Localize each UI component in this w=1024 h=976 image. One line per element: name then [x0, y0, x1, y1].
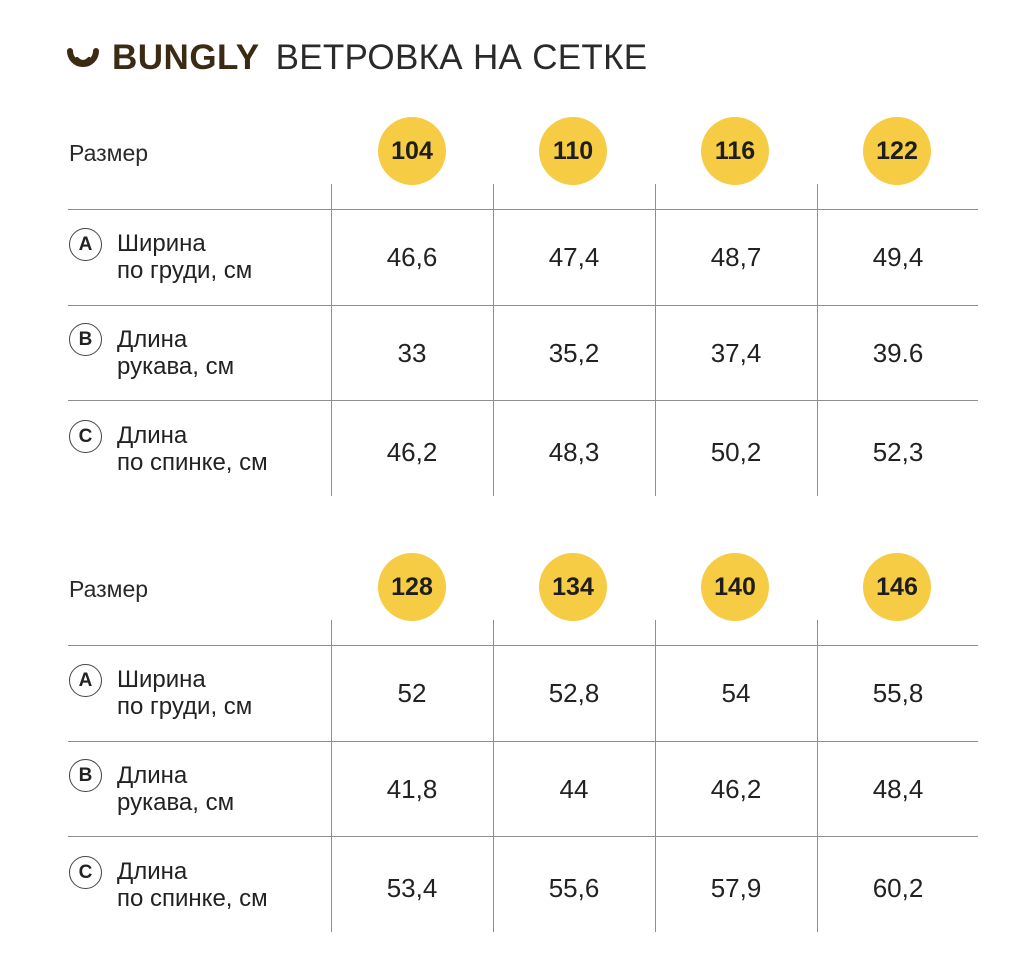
row-letter-badge: C — [69, 856, 102, 889]
row-divider — [68, 209, 978, 210]
measurement-cell: 48,4 — [872, 774, 924, 804]
measurement-cell: 48,3 — [548, 437, 600, 467]
parameter-line2: по груди, см — [117, 257, 253, 284]
parameter-label: Ширина по груди, см — [117, 230, 252, 284]
parameter-line2: по груди, см — [117, 693, 253, 720]
measurement-cell: 33 — [397, 338, 427, 368]
column-divider — [331, 620, 332, 932]
row-letter-badge: A — [69, 228, 102, 261]
brand-name: BUNGLY — [112, 38, 260, 77]
row-divider — [68, 645, 978, 646]
measurement-cell: 46,2 — [710, 774, 762, 804]
measurement-cell: 47,4 — [548, 242, 600, 272]
parameter-label: Ширина по груди, см — [117, 666, 252, 720]
measurement-cell: 54 — [721, 678, 751, 708]
column-divider — [655, 620, 656, 932]
column-divider — [817, 184, 818, 496]
measurement-cell: 49,4 — [872, 242, 924, 272]
smile-cup-icon — [67, 48, 99, 67]
size-badge: 122 — [863, 117, 931, 185]
measurement-cell: 39.6 — [872, 338, 924, 368]
measurement-cell: 55,6 — [548, 873, 600, 903]
parameter-label: Длина по спинке, см — [117, 422, 268, 476]
row-letter-badge: B — [69, 323, 102, 356]
size-badge: 104 — [378, 117, 446, 185]
size-badge: 140 — [701, 553, 769, 621]
measurement-cell: 52,3 — [872, 437, 924, 467]
row-divider — [68, 305, 978, 306]
column-divider — [493, 620, 494, 932]
measurement-cell: 53,4 — [386, 873, 438, 903]
parameter-label: Длина рукава, см — [117, 326, 234, 380]
parameter-line1: Ширина — [117, 230, 206, 257]
parameter-line1: Длина — [117, 858, 188, 885]
measurement-cell: 60,2 — [872, 873, 924, 903]
size-badge: 146 — [863, 553, 931, 621]
measurement-cell: 44 — [559, 774, 589, 804]
measurement-cell: 35,2 — [548, 338, 600, 368]
size-label: Размер — [69, 576, 149, 602]
column-divider — [655, 184, 656, 496]
measurement-cell: 52 — [397, 678, 427, 708]
row-divider — [68, 400, 978, 401]
row-letter-badge: B — [69, 759, 102, 792]
column-divider — [493, 184, 494, 496]
row-letter-badge: A — [69, 664, 102, 697]
column-divider — [817, 620, 818, 932]
measurement-cell: 46,6 — [386, 242, 438, 272]
row-divider — [68, 836, 978, 837]
size-badge: 110 — [539, 117, 607, 185]
parameter-line1: Длина — [117, 762, 188, 789]
size-label: Размер — [69, 140, 149, 166]
measurement-cell: 55,8 — [872, 678, 924, 708]
parameter-label: Длина рукава, см — [117, 762, 234, 816]
parameter-line1: Ширина — [117, 666, 206, 693]
measurement-cell: 41,8 — [386, 774, 438, 804]
page-title: ВЕТРОВКА НА СЕТКЕ — [275, 38, 648, 77]
measurement-cell: 50,2 — [710, 437, 762, 467]
parameter-line1: Длина — [117, 422, 188, 449]
measurement-cell: 37,4 — [710, 338, 762, 368]
parameter-line2: рукава, см — [117, 789, 235, 816]
row-letter-badge: C — [69, 420, 102, 453]
parameter-label: Длина по спинке, см — [117, 858, 268, 912]
parameter-line2: рукава, см — [117, 353, 235, 380]
column-divider — [331, 184, 332, 496]
size-badge: 134 — [539, 553, 607, 621]
row-divider — [68, 741, 978, 742]
parameter-line2: по спинке, см — [117, 885, 268, 912]
parameter-line1: Длина — [117, 326, 188, 353]
size-badge: 116 — [701, 117, 769, 185]
page-header: BUNGLY ВЕТРОВКА НА СЕТКЕ — [66, 32, 647, 84]
parameter-line2: по спинке, см — [117, 449, 268, 476]
measurement-cell: 52,8 — [548, 678, 600, 708]
measurement-cell: 48,7 — [710, 242, 762, 272]
measurement-cell: 57,9 — [710, 873, 762, 903]
size-badge: 128 — [378, 553, 446, 621]
measurement-cell: 46,2 — [386, 437, 438, 467]
